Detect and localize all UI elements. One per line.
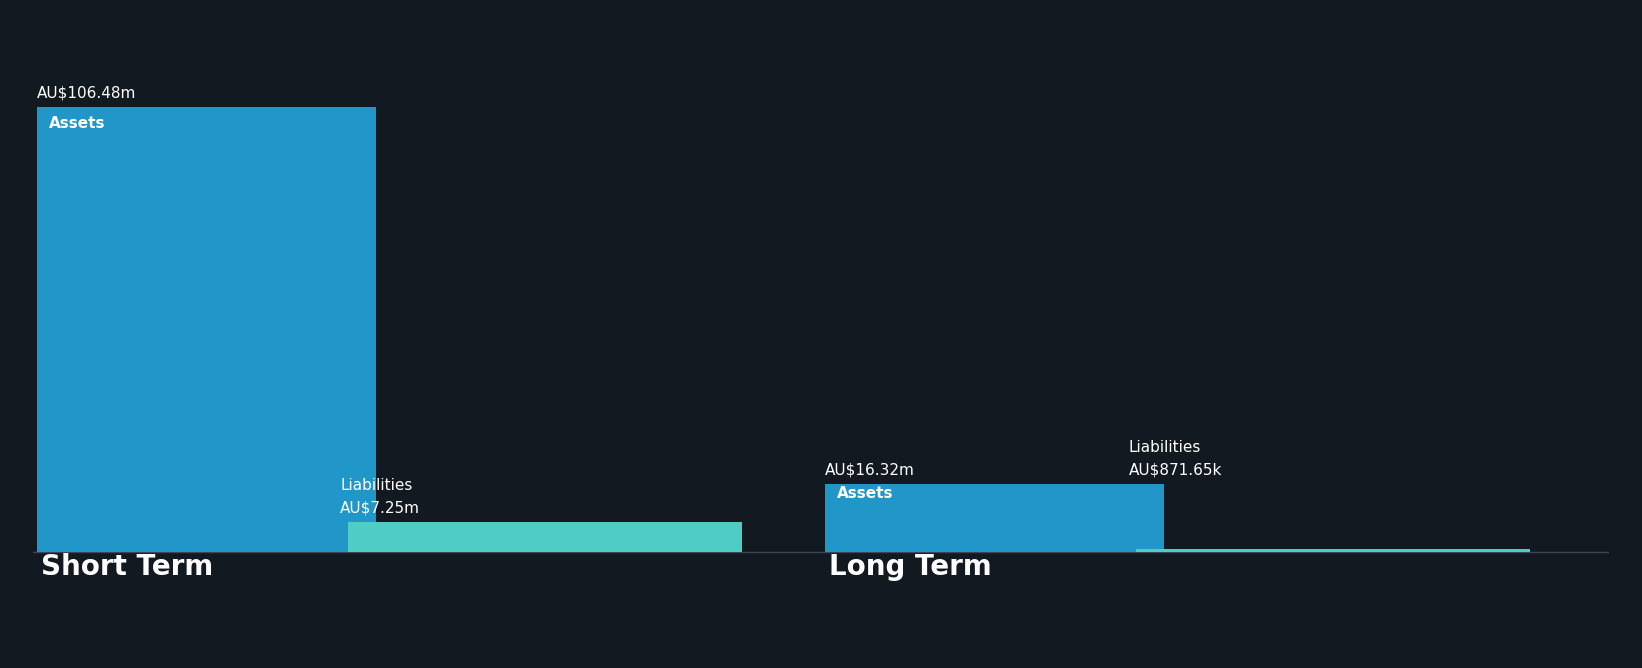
Text: Assets: Assets (837, 486, 893, 502)
Text: AU$16.32m: AU$16.32m (824, 462, 915, 477)
Text: Long Term: Long Term (829, 553, 992, 581)
Text: Liabilities: Liabilities (340, 478, 412, 493)
Bar (1136, 548, 1530, 552)
Bar (348, 522, 742, 552)
Text: Liabilities: Liabilities (1128, 440, 1200, 455)
Bar (36, 107, 376, 552)
Text: AU$7.25m: AU$7.25m (340, 500, 420, 515)
Text: Assets: Assets (49, 116, 105, 131)
Text: Short Term: Short Term (41, 553, 213, 581)
Text: AU$106.48m: AU$106.48m (36, 86, 136, 100)
Text: AU$871.65k: AU$871.65k (1128, 462, 1222, 477)
Bar (824, 484, 1164, 552)
